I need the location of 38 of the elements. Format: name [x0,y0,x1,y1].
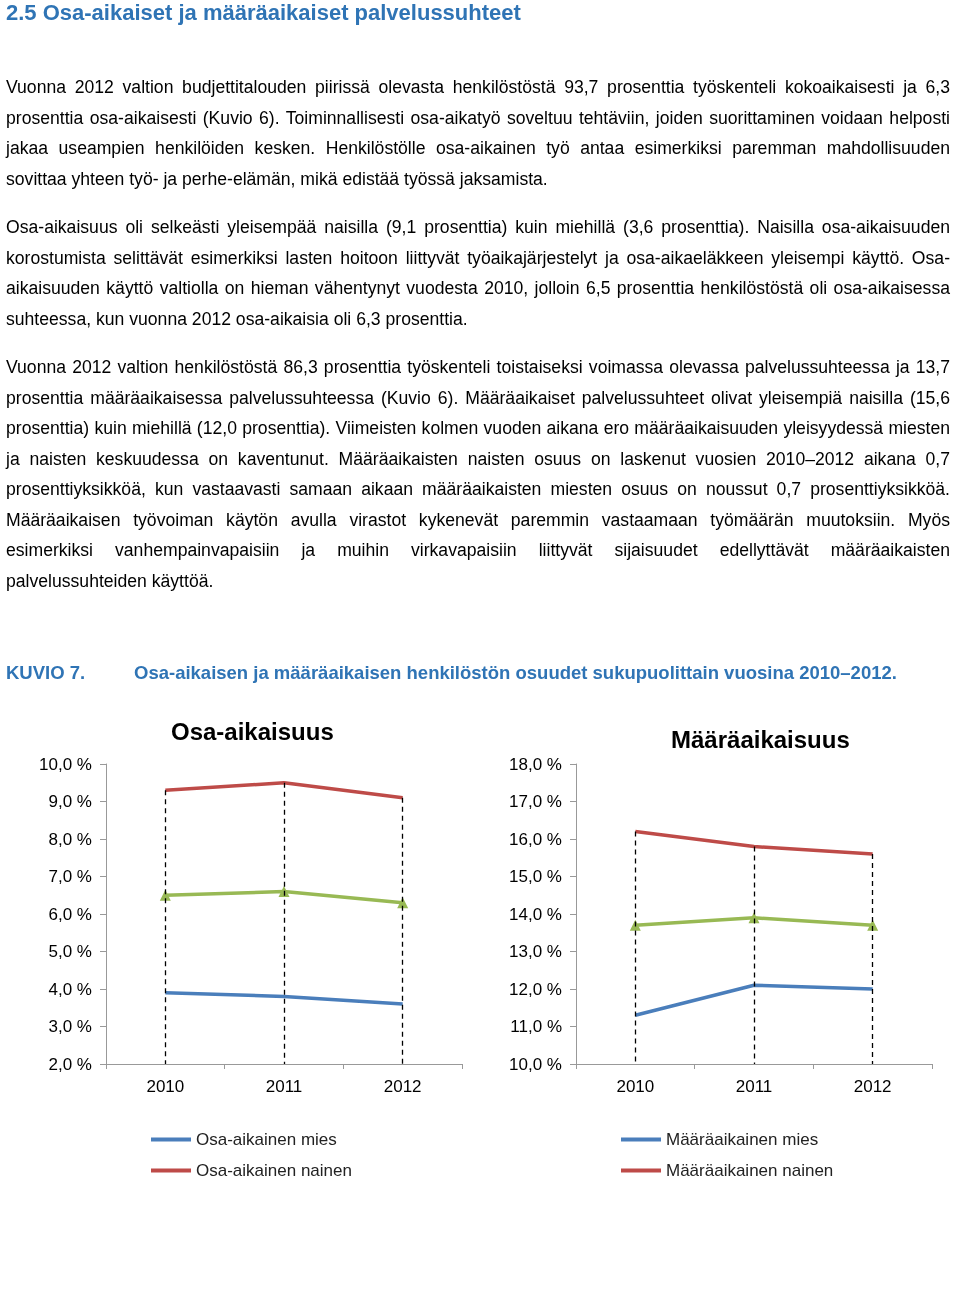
legend-label: Osa-aikainen mies [196,1130,337,1149]
y-tick-label: 15,0 % [509,867,562,886]
y-tick-label: 8,0 % [48,829,92,849]
y-tick-label: 16,0 % [509,829,562,849]
x-tick-label: 2012 [853,1077,892,1096]
text: Vuonna 2012 valtion budjettitalouden piirissä olevasta henkilöstöstä 93,7 prosenttia työskenteli kokoaikaisesti ja 6,3 prosenttia osa-aikaisesti (Kuvio 6). Toiminnallisesti osa-aikatyö soveltuu tehtäviin, joiden suorittaminen voidaan helposti jakaa useampien henkilöiden kesken. Henkilöstölle osa-aikainen työ antaa esimerkiksi paremman mahdollisuuden sovittaa yhteen työ- ja perhe-elämän, mikä edistää työssä jaksamista. [6,76,950,191]
x-tick-label: 2010 [616,1077,655,1096]
y-tick-label: 7,0 % [48,867,92,886]
y-tick-label: 13,0 % [509,942,562,961]
y-tick-label: 10,0 % [39,754,92,774]
legend-label: Määräaikainen mies [666,1130,819,1149]
y-tick-label: 4,0 % [48,979,92,999]
y-tick-label: 18,0 % [509,754,562,774]
y-tick-label: 6,0 % [48,904,92,924]
y-tick-label: 2,0 % [48,1054,92,1074]
text: KUVIO 7. [6,662,87,684]
text: Osa-aikaisen ja määräaikaisen henkilöstön osuudet sukupuolittain vuosina 2010–2012. [134,662,897,684]
y-tick-label: 3,0 % [48,1017,92,1036]
y-tick-label: 9,0 % [48,792,92,811]
text: 2.5 Osa-aikaiset ja määräaikaiset palvelussuhteet [6,0,522,26]
point [159,889,171,901]
y-tick-label: 17,0 % [509,792,562,811]
y-tick-label: 5,0 % [48,942,92,961]
x-tick-label: 2011 [265,1077,303,1096]
x-tick-label: 2010 [146,1077,185,1096]
legend-label: Määräaikainen nainen [666,1161,834,1180]
x-tick-label: 2012 [383,1077,422,1096]
y-tick-label: 14,0 % [509,904,562,924]
text: Osa-aikaisuus oli selkeästi yleisempää naisilla (9,1 prosenttia) kuin miehillä (3,6 prosenttia). Naisilla osa-aikaisuuden korostumista selittävät esimerkiksi lasten hoitoon liittyvät työaikajärjestelyt ja osa-aikaeläkkeen yleisempi käyttö. Osa-aikaisuuden käyttö valtiolla on hieman vähentynyt vuodesta 2010, jolloin 6,5 prosenttia henkilöstöstä oli osa-aikaisessa suhteessa, kun vuonna 2012 osa-aikaisia oli 6,3 prosenttia. [6,216,950,331]
x-tick-label: 2011 [735,1077,773,1096]
chart-title: Osa-aikaisuus [171,717,334,745]
y-tick-label: 10,0 % [509,1054,562,1074]
point [278,886,290,897]
y-tick-label: 11,0 % [510,1017,562,1036]
legend-label: Osa-aikainen nainen [196,1161,352,1180]
text: Vuonna 2012 valtion henkilöstöstä 86,3 prosenttia työskenteli toistaiseksi voimassa olevassa palvelussuhteessa ja 13,7 prosenttia määräaikaisessa palvelussuhteessa (Kuvio 6). Määräaikaiset palvelussuhteet olivat yleisempiä naisilla (15,6 prosenttia) kuin miehillä (12,0 prosenttia). Viimeisten kolmen vuoden aikana ero määräaikaisuuden yleisyydessä miesten ja naisten keskuudessa on kaventunut. Määräaikaisten naisten osuus on laskenut vuosien 2010–2012 aikana 0,7 prosenttiyksikköä, kun vastaavasti samaan aikaan määräaikaisten miesten osuus on noussut 0,7 prosenttiyksikköä. Määräaikaisen työvoiman käytön avulla virastot kykenevät paremmin vastaamaan työmäärän muutoksiin. Myös esimerkiksi vanhempainvapaisiin ja muihin virkavapaisiin liittyvät sijaisuudet edellyttävät määräaikaisten palvelussuhteiden käyttöä. [6,356,950,593]
chart-title: Määräaikaisuus [671,725,850,753]
y-tick-label: 12,0 % [509,979,562,999]
